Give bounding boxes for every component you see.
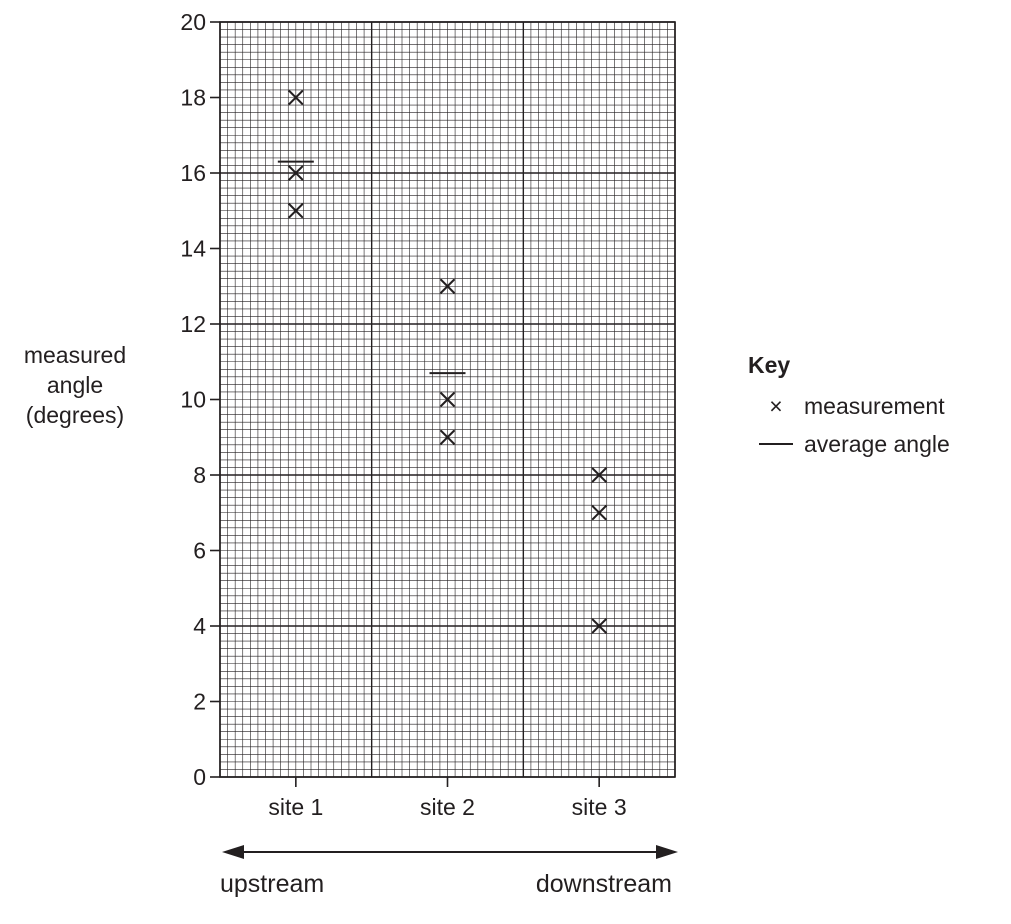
x-tick-label: site 3: [572, 794, 627, 820]
legend-label-average: average angle: [804, 430, 950, 457]
flow-arrow: [222, 845, 678, 859]
cross-stroke: [591, 467, 607, 483]
y-tick-label: 6: [193, 538, 206, 564]
cross-stroke: [288, 89, 304, 106]
y-tick-label: 10: [180, 387, 206, 413]
y-tick-label: 2: [193, 689, 206, 715]
measurement-point: [288, 165, 304, 181]
measurement-point: [591, 505, 607, 521]
cross-stroke: [288, 203, 304, 219]
legend: Key × measurement average angle: [748, 352, 950, 463]
cross-stroke: [439, 278, 456, 294]
y-tick-label: 4: [193, 613, 206, 639]
cross-stroke: [439, 391, 456, 408]
y-tick-label: 8: [193, 462, 206, 488]
cross-stroke: [591, 505, 607, 521]
y-tick-label: 14: [180, 236, 206, 262]
measurement-point: [439, 278, 456, 294]
cross-marker-icon: ×: [769, 392, 783, 419]
arrow-head-right: [656, 845, 678, 859]
measurement-point: [288, 203, 304, 219]
flow-labels: upstream downstream: [220, 870, 672, 899]
chart-marks: [277, 89, 607, 634]
y-axis-label: measured angle (degrees): [0, 340, 150, 430]
y-tick-label: 0: [193, 764, 206, 790]
y-tick-label: 12: [180, 311, 206, 337]
chart-grid: [219, 21, 676, 778]
x-axis: site 1 site 2 site 3: [268, 777, 627, 820]
y-tick-label: 18: [180, 85, 206, 111]
measurement-point: [591, 467, 607, 483]
legend-item-average: average angle: [748, 425, 950, 463]
arrow-head-left: [222, 845, 244, 859]
cross-stroke: [591, 618, 607, 634]
y-axis-label-line-2: angle: [46, 372, 104, 398]
y-axis-label-line-1: measured: [23, 342, 127, 368]
downstream-label: downstream: [535, 870, 672, 898]
upstream-label: upstream: [220, 870, 325, 898]
y-tick-label: 20: [180, 9, 206, 35]
y-axis: 0 2 4 6 8 10 12 14 16 18 20: [180, 9, 220, 790]
legend-title: Key: [748, 352, 791, 378]
measurement-point: [439, 429, 456, 445]
y-tick-label: 16: [180, 160, 206, 186]
y-axis-label-line-3: (degrees): [25, 402, 125, 428]
legend-label-measurement: measurement: [804, 392, 945, 419]
x-tick-label: site 1: [268, 794, 323, 820]
measurement-point: [288, 89, 304, 106]
cross-stroke: [439, 429, 456, 445]
measurement-point: [439, 391, 456, 408]
x-tick-label: site 2: [420, 794, 475, 820]
measurement-point: [591, 618, 607, 634]
dash-marker-icon: [748, 442, 804, 446]
cross-stroke: [288, 165, 304, 181]
legend-item-measurement: × measurement: [748, 387, 950, 425]
